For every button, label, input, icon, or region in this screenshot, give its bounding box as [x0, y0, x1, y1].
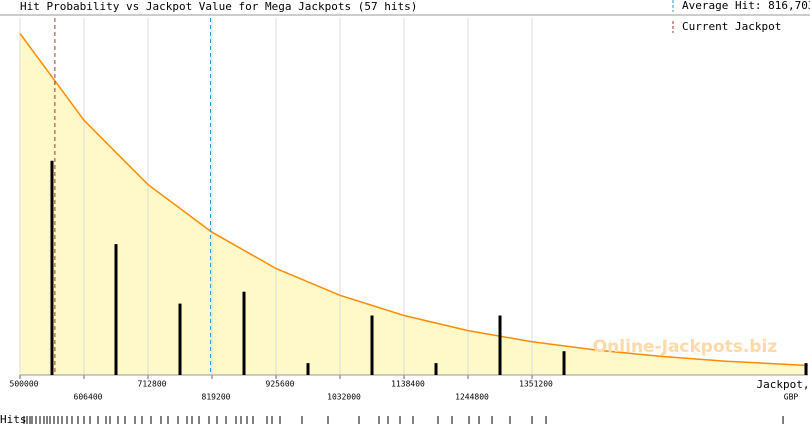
bar: [562, 351, 566, 375]
x-tick-label: 712800: [138, 380, 167, 389]
bar: [50, 160, 54, 375]
x-tick-label: 1138400: [391, 380, 425, 389]
bar: [242, 291, 246, 375]
bar: [434, 363, 438, 375]
curve-area: [20, 33, 808, 375]
legend-label: Current Jackpot: [682, 20, 781, 33]
bar: [114, 244, 118, 375]
x-tick-label: 819200: [202, 393, 231, 402]
bar: [178, 303, 182, 375]
x-tick-label: 1351200: [519, 380, 553, 389]
bar: [370, 315, 374, 375]
rug-label: Hits: [0, 413, 27, 425]
x-tick-label: 925600: [266, 380, 295, 389]
curve-line: [19, 33, 809, 367]
watermark: Online-Jackpots.biz: [593, 337, 778, 357]
x-tick-label: 1244800: [455, 393, 489, 402]
x-axis-label: Jackpot,: [757, 378, 810, 391]
x-tick-label: 1032000: [327, 393, 361, 402]
x-tick-label: 500000: [10, 380, 39, 389]
legend-label: Average Hit: 816,703: [682, 0, 810, 12]
x-tick-label: 606400: [74, 393, 103, 402]
bar: [306, 363, 310, 375]
chart-title: Hit Probability vs Jackpot Value for Meg…: [20, 0, 417, 13]
x-axis-unit: GBP: [784, 393, 799, 402]
bar: [498, 315, 502, 375]
bar: [804, 363, 808, 375]
